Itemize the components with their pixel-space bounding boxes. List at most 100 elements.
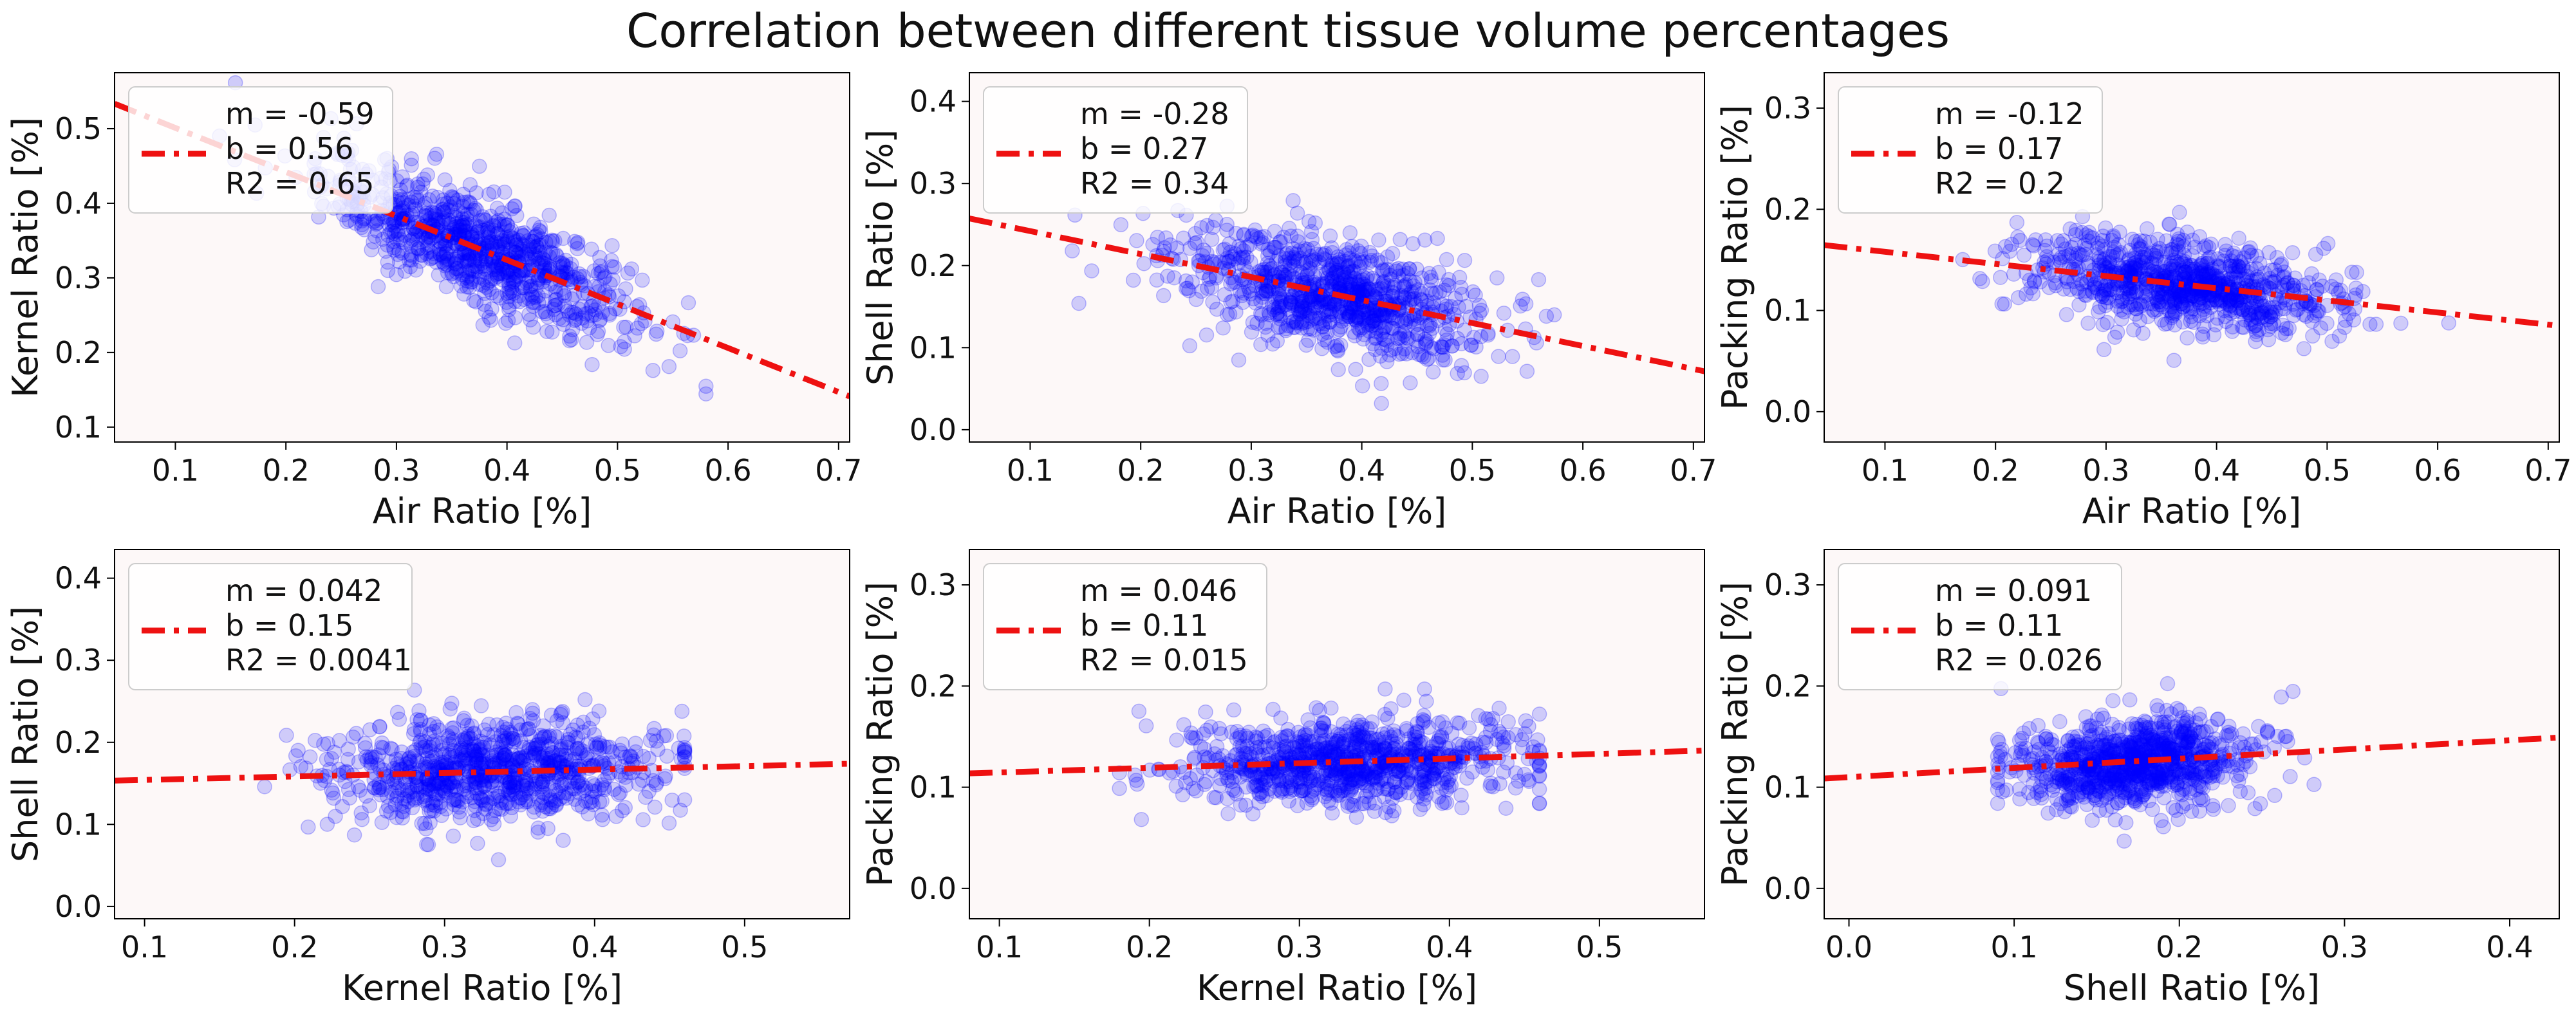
scatter-point (1085, 264, 1099, 278)
x-tick-label: 0.1 (976, 930, 1023, 964)
scatter-point (585, 358, 599, 372)
scatter-point (561, 304, 575, 318)
scatter-point (1183, 241, 1197, 255)
scatter-point (2027, 239, 2041, 253)
legend-entry: m = 0.046 (1080, 573, 1237, 608)
scatter-point (2105, 234, 2119, 248)
scatter-point (2109, 248, 2123, 262)
scatter-point (1199, 705, 1213, 719)
x-tick-label: 0.2 (1117, 453, 1164, 488)
scatter-point (699, 387, 713, 401)
scatter-point (1435, 297, 1449, 311)
y-tick-label: 0.1 (1764, 293, 1811, 328)
scatter-point (1072, 297, 1086, 311)
scatter-point (490, 201, 505, 216)
scatter-point (400, 783, 415, 797)
scatter-point (1286, 194, 1300, 208)
scatter-point (1157, 288, 1171, 302)
scatter-point (1355, 320, 1369, 335)
scatter-point (2100, 315, 2114, 329)
scatter-point (1356, 379, 1370, 393)
y-tick-label: 0.0 (910, 412, 957, 447)
scatter-point (2268, 788, 2282, 802)
scatter-point (460, 274, 474, 288)
scatter-point (1349, 362, 1363, 376)
scatter-point (440, 280, 454, 294)
scatter-point (628, 736, 642, 750)
scatter-point (437, 205, 451, 219)
scatter-point (619, 282, 633, 296)
y-tick-label: 0.1 (55, 807, 102, 842)
scatter-point (1497, 742, 1511, 756)
scatter-point (636, 813, 650, 827)
scatter-point (538, 246, 552, 260)
scatter-point (1454, 788, 1468, 802)
scatter-point (1161, 269, 1175, 283)
scatter-point (665, 793, 679, 807)
scatter-point (498, 237, 512, 251)
scatter-point (527, 805, 541, 819)
scatter-point (1359, 779, 1374, 793)
scatter-point (635, 273, 649, 287)
scatter-point (488, 735, 502, 749)
scatter-point (677, 729, 691, 743)
scatter-point (1474, 369, 1488, 383)
x-axis-label: Air Ratio [%] (1227, 491, 1447, 531)
scatter-point (350, 726, 364, 741)
scatter-point (1112, 781, 1126, 795)
scatter-point (445, 190, 460, 205)
scatter-point (476, 748, 490, 762)
scatter-point (445, 721, 459, 735)
scatter-point (1301, 713, 1315, 727)
scatter-point (319, 752, 333, 766)
scatter-point (1273, 235, 1287, 249)
scatter-point (301, 820, 315, 834)
scatter-point (1453, 270, 1467, 284)
scatter-point (468, 775, 482, 789)
scatter-point (407, 726, 421, 741)
y-tick-label: 0.3 (1764, 91, 1811, 125)
x-tick-label: 0.5 (721, 930, 768, 964)
scatter-point (1457, 365, 1471, 380)
scatter-point (448, 744, 462, 759)
x-tick-label: 0.4 (2193, 453, 2240, 488)
scatter-point (1484, 776, 1498, 790)
scatter-point (2286, 685, 2300, 699)
scatter-point (649, 327, 663, 341)
scatter-point (471, 836, 485, 851)
scatter-point (1245, 325, 1259, 339)
legend-entry: m = 0.042 (225, 573, 382, 608)
scatter-point (1341, 746, 1355, 760)
scatter-point (556, 232, 570, 246)
scatter-point (2309, 247, 2323, 261)
scatter-point (1330, 263, 1344, 277)
scatter-point (1345, 781, 1359, 795)
scatter-point (595, 778, 609, 792)
scatter-point (593, 313, 607, 327)
scatter-point (1430, 232, 1444, 246)
scatter-point (2082, 225, 2096, 239)
scatter-point (1246, 807, 1260, 821)
scatter-point (1311, 773, 1325, 788)
scatter-point (1324, 701, 1338, 715)
scatter-point (1506, 349, 1520, 364)
y-tick-label: 0.2 (55, 725, 102, 760)
scatter-point (1227, 252, 1242, 266)
scatter-point (1246, 291, 1260, 306)
scatter-point (1445, 726, 1459, 741)
scatter-point (1466, 285, 1480, 299)
x-tick-label: 0.4 (1426, 930, 1473, 964)
scatter-point (2165, 311, 2179, 325)
y-tick-label: 0.1 (910, 770, 957, 805)
scatter-point (601, 338, 615, 353)
scatter-point (1419, 694, 1433, 708)
scatter-point (2097, 287, 2111, 301)
scatter-point (1126, 273, 1141, 288)
x-tick-label: 0.6 (2414, 453, 2461, 488)
y-tick-label: 0.3 (910, 166, 957, 201)
scatter-point (381, 263, 395, 277)
x-axis-label: Air Ratio [%] (373, 491, 592, 531)
